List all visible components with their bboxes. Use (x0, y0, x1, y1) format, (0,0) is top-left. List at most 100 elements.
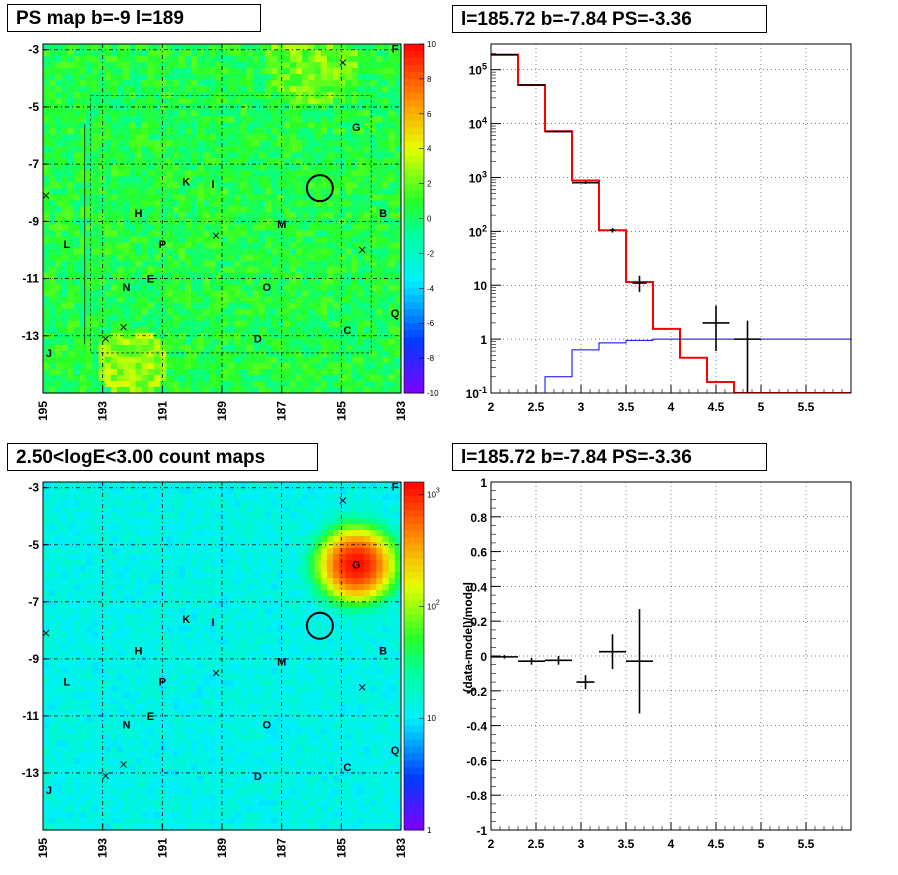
ps-map-title: PS map b=-9 l=189 (7, 4, 261, 32)
count-map-heatmap (43, 482, 402, 831)
count-map-colorbar-label: 102 (427, 599, 440, 611)
count-map-x-tick-label: 191 (155, 838, 169, 858)
ps-map-x-tick-label: 195 (36, 401, 50, 421)
residual-x-tick-label: 2.5 (528, 837, 545, 851)
ps-map-x-tick-label: 191 (155, 401, 169, 421)
ps-map-y-tick-label: -11 (22, 272, 39, 286)
count-map-cross-marker (358, 684, 366, 691)
count-map-x-tick-label: 195 (36, 838, 50, 858)
ps-map-source-K: K (182, 176, 190, 188)
count-map-cross-marker (42, 629, 50, 637)
count-map-source-G: G (352, 560, 361, 572)
ps-map-colorbar-label: 10 (427, 40, 436, 49)
residual-x-tick-label: 5 (758, 837, 765, 851)
count-map-y-tick-label: -7 (28, 595, 39, 609)
model-bkg-step (491, 338, 851, 393)
count-map-source-J: J (46, 785, 52, 797)
residual-y-tick-label: 0 (480, 650, 487, 664)
count-map-colorbar-frame (403, 481, 425, 831)
count-map-cross-marker (102, 772, 109, 780)
ps-map-source-I: I (212, 179, 215, 191)
residual-y-tick-label: 0.6 (470, 546, 487, 560)
ps-map-y-tick-label: -9 (28, 214, 39, 228)
residual-x-tick-label: 4 (668, 837, 675, 851)
count-map-source-O: O (262, 719, 271, 731)
ps-map-colorbar-label: -10 (427, 389, 439, 398)
ps-map-y-tick-label: -3 (28, 43, 39, 57)
ps-map-cross-marker (358, 246, 366, 254)
spectrum-y-tick-label: 10 (474, 279, 488, 293)
count-map-source-M: M (277, 657, 286, 669)
ps-map-x-tick-label: 187 (275, 401, 289, 421)
spectrum-y-tick-label: 104 (469, 116, 487, 132)
spectrum-y-tick-label: 102 (469, 223, 487, 239)
count-map-y-tick-label: -3 (28, 481, 39, 495)
ps-map-colorbar-label: -6 (427, 319, 435, 328)
ps-map-x-tick-label: 183 (394, 401, 408, 421)
count-map-y-tick-label: -13 (22, 766, 40, 780)
ps-map-colorbar-label: -2 (427, 249, 435, 258)
residual-y-tick-label: -0.4 (466, 720, 487, 734)
count-map-cross-marker (120, 761, 127, 768)
ps-map-colorbar-label: 8 (427, 75, 432, 84)
count-map-source-I: I (212, 617, 215, 629)
roi-box (90, 95, 372, 354)
count-map-source-N: N (123, 719, 131, 731)
ps-map-cross-marker (212, 232, 220, 239)
residual-x-tick-label: 5.5 (798, 837, 815, 851)
count-map-source-B: B (379, 645, 387, 657)
residual-x-tick-label: 2 (488, 837, 495, 851)
model-total-step (491, 53, 851, 393)
spectrum-x-tick-label: 5.5 (798, 400, 815, 414)
ps-map-source-E: E (147, 274, 154, 286)
ps-map-cross-marker (42, 192, 50, 199)
count-map-source-P: P (159, 677, 166, 689)
residual-x-tick-label: 3 (578, 837, 585, 851)
ps-map-source-D: D (254, 334, 262, 346)
residual-y-tick-label: 1 (480, 476, 487, 490)
ps-map-source-C: C (343, 325, 351, 337)
count-map-colorbar-label: 10 (427, 714, 436, 723)
count-map-y-tick-label: -11 (22, 709, 39, 723)
count-map-x-tick-label: 189 (215, 838, 229, 858)
ps-map-heatmap (43, 44, 402, 394)
count-map-cross-marker (212, 669, 220, 677)
residual-y-tick-label: -0.2 (466, 685, 487, 699)
count-map-psf-circle (305, 611, 334, 640)
ps-map-colorbar-label: 4 (427, 145, 432, 154)
ps-map-source-F: F (392, 43, 399, 55)
count-map-colorbar-label: 1 (427, 826, 432, 835)
count-map-source-L: L (63, 677, 70, 689)
ps-map-y-tick-label: -5 (28, 100, 39, 114)
residual-y-tick-label: 0.4 (470, 580, 487, 594)
ps-map-colorbar-label: 6 (427, 110, 432, 119)
ps-map-colorbar-label: 0 (427, 215, 432, 224)
ps-map-cross-marker (102, 335, 109, 342)
ps-map-colorbar-label: 2 (427, 180, 432, 189)
ps-map-x-tick-label: 193 (96, 401, 110, 421)
ps-map-colorbar-label: -8 (427, 354, 435, 363)
count-map-colorbar (404, 482, 424, 831)
spectrum-y-tick-label: 10-1 (466, 385, 487, 401)
residual-frame (490, 481, 852, 831)
residual-y-tick-label: -1 (476, 824, 487, 838)
spectrum-x-tick-label: 3.5 (618, 400, 635, 414)
ps-map-psf-circle (305, 174, 334, 203)
spectrum-x-tick-label: 4.5 (708, 400, 725, 414)
count-map-source-K: K (182, 614, 190, 626)
residual-y-tick-label: -0.8 (466, 789, 487, 803)
count-map-source-Q: Q (391, 745, 400, 757)
ps-map-source-O: O (262, 282, 271, 294)
count-map-source-H: H (134, 645, 142, 657)
residual-x-tick-label: 3.5 (618, 837, 635, 851)
spectrum-x-tick-label: 2 (488, 400, 495, 414)
residual-y-tick-label: 0.2 (470, 615, 487, 629)
count-map-x-tick-label: 183 (394, 838, 408, 858)
ps-map-source-Q: Q (391, 308, 400, 320)
spectrum-frame (490, 43, 852, 394)
ps-map-source-N: N (123, 282, 131, 294)
ps-map-colorbar (404, 44, 424, 394)
ps-map-x-tick-label: 189 (215, 401, 229, 421)
spectrum-x-tick-label: 4 (668, 400, 675, 414)
ps-map-colorbar-label: -4 (427, 284, 435, 293)
